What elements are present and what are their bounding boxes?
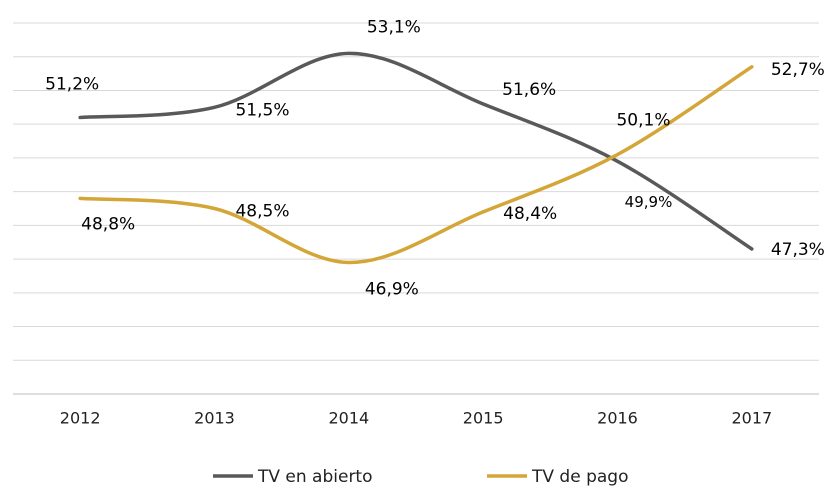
data-label: 46,9% [365, 279, 419, 299]
legend-label: TV en abierto [257, 467, 373, 487]
data-label: 48,8% [81, 214, 135, 234]
data-label: 51,6% [502, 80, 556, 100]
data-label: 48,4% [503, 204, 557, 224]
x-tick-label: 2014 [328, 409, 369, 428]
data-label: 52,7% [771, 60, 825, 80]
x-tick-label: 2012 [60, 409, 101, 428]
data-label: 51,5% [235, 100, 289, 120]
data-label: 47,3% [771, 240, 825, 260]
data-label: 51,2% [45, 74, 99, 94]
x-tick-label: 2015 [463, 409, 504, 428]
line-series [78, 65, 754, 265]
legend-label: TV de pago [531, 467, 628, 487]
x-tick-label: 2016 [597, 409, 638, 428]
data-label: 53,1% [367, 17, 421, 37]
data-label: 50,1% [616, 111, 670, 131]
x-tick-label: 2013 [194, 409, 235, 428]
data-label: 49,9% [625, 193, 673, 211]
data-label: 48,5% [235, 202, 289, 222]
line-series [78, 51, 754, 251]
x-tick-label: 2017 [731, 409, 772, 428]
